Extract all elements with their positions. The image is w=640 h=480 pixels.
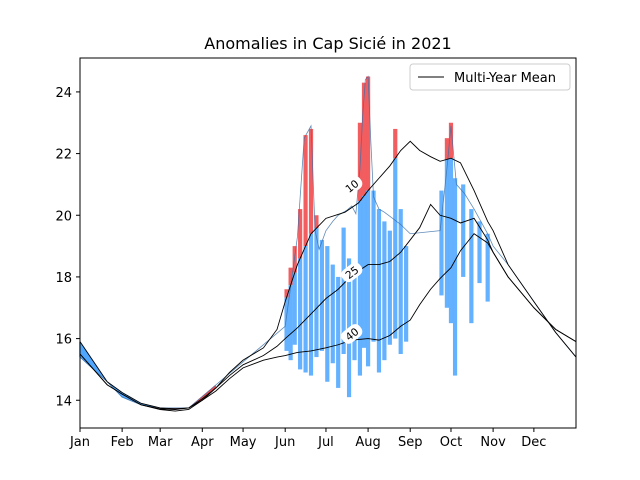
- x-tick-label: Jul: [317, 435, 334, 450]
- warm-anomaly-spike: [298, 209, 303, 259]
- cold-anomaly-spike: [288, 285, 293, 361]
- depth-label-bg: [341, 262, 363, 283]
- y-tick-label: 18: [55, 271, 72, 286]
- x-tick-label: Mar: [148, 435, 173, 450]
- cold-anomaly-spike: [365, 190, 371, 367]
- y-tick-label: 22: [55, 148, 72, 163]
- warm-anomaly-spike: [361, 82, 367, 196]
- y-tick-label: 16: [55, 333, 72, 348]
- plot-frame: [79, 57, 577, 429]
- warm-anomaly-spike: [288, 267, 293, 286]
- cold-anomaly-spike: [341, 227, 346, 354]
- cold-anomaly-spike: [469, 209, 474, 324]
- warm-anomaly-spike: [284, 289, 289, 298]
- cold-anomaly-spike: [292, 272, 297, 345]
- cold-anomaly-spike: [284, 297, 289, 351]
- plot-area: [79, 75, 577, 412]
- x-tick-label: Dec: [521, 435, 546, 450]
- cold-anomaly-spike: [303, 246, 308, 373]
- cold-anomaly-spike: [352, 270, 357, 361]
- depth-label-bg: [341, 176, 363, 196]
- y-axis: 14 16 18 20 22 24: [55, 86, 80, 409]
- legend: Multi-Year Mean: [409, 63, 571, 91]
- warm-anomaly-spike: [314, 215, 319, 229]
- cold-anomaly-spike: [382, 221, 387, 361]
- y-tick-label: 14: [55, 394, 72, 409]
- cold-anomaly-spike: [314, 228, 319, 358]
- y-tick-label: 20: [55, 209, 72, 224]
- x-axis: Jan Feb Mar Apr May Jun Jul Aug Sep Oct Nov Dec: [69, 428, 546, 450]
- legend-box: [409, 63, 571, 91]
- cold-anomaly-spike: [298, 258, 303, 370]
- cold-anomaly-spike: [371, 190, 376, 342]
- cold-anomaly-spike: [357, 201, 363, 376]
- observation-line-10m: [79, 75, 577, 409]
- warm-anomaly-spike: [444, 138, 450, 160]
- cold-anomaly-spike: [330, 264, 335, 364]
- cold-anomaly-spike: [444, 159, 450, 308]
- cold-anomaly-spike: [485, 233, 490, 302]
- cold-anomaly-spike: [325, 246, 330, 382]
- cold-anomaly-spike: [336, 276, 341, 388]
- x-tick-label: Jun: [274, 435, 295, 450]
- x-tick-label: May: [230, 435, 257, 450]
- cold-anomaly-spike: [448, 158, 454, 324]
- x-tick-label: Apr: [191, 435, 214, 450]
- cold-anomaly-spike: [477, 221, 482, 284]
- cold-anomaly-spike: [461, 184, 466, 277]
- warm-anomaly-spike: [393, 128, 398, 159]
- cold-anomaly-spike: [398, 209, 403, 354]
- depth-label-bg: [341, 324, 363, 344]
- cold-anomaly-spike: [376, 209, 382, 373]
- x-tick-label: Oct: [440, 435, 462, 450]
- cold-anomaly-spike: [308, 233, 314, 376]
- cold-anomaly-spike: [439, 190, 444, 296]
- x-tick-label: Aug: [355, 435, 380, 450]
- mean-line-25m: [79, 203, 577, 410]
- warm-anomaly-spike: [303, 135, 308, 247]
- warm-anomaly-spike: [308, 128, 314, 234]
- cold-anomaly-spike: [387, 230, 392, 345]
- x-tick-label: Jan: [69, 435, 90, 450]
- warm-anomaly-spike: [365, 76, 371, 191]
- cold-anomaly-spike: [361, 195, 367, 348]
- y-tick-label: 24: [55, 86, 72, 101]
- cold-anomaly-spike: [319, 239, 324, 351]
- chart-title: Anomalies in Cap Sicié in 2021: [204, 34, 451, 53]
- legend-label: Multi-Year Mean: [454, 71, 556, 86]
- cold-anomaly-spike: [404, 246, 409, 342]
- cold-anomaly-spike: [393, 158, 398, 339]
- warm-anomaly-spike: [448, 122, 454, 159]
- x-tick-label: Sep: [398, 435, 423, 450]
- x-tick-label: Nov: [480, 435, 506, 450]
- x-tick-label: Feb: [111, 435, 134, 450]
- cold-anomaly-spike: [452, 178, 458, 376]
